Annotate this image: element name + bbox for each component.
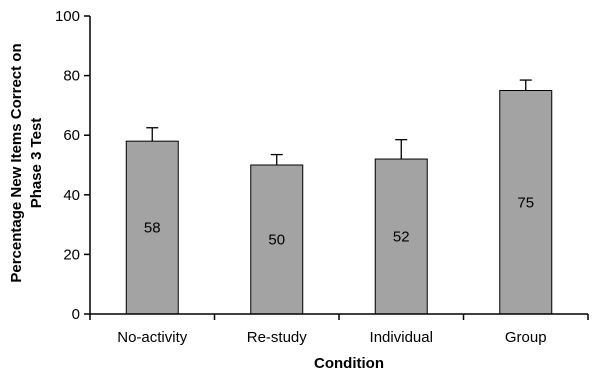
x-category-label: No-activity xyxy=(117,329,188,346)
x-category-label: Individual xyxy=(370,329,433,346)
bar-group: 50 xyxy=(250,153,304,315)
x-category-label: Re-study xyxy=(247,329,308,346)
y-tick-label: 20 xyxy=(63,246,80,263)
y-tick-label: 60 xyxy=(63,127,80,144)
y-axis-title-line-2: Phase 3 Test xyxy=(28,118,45,209)
y-tick-label: 80 xyxy=(63,68,80,85)
x-axis-ticks: No-activity Re-study Individual Group xyxy=(89,314,589,346)
bar-value-label: 52 xyxy=(393,229,410,246)
bar xyxy=(250,164,304,315)
y-tick-label: 100 xyxy=(55,8,80,25)
y-axis-ticks: 0 20 40 60 80 100 xyxy=(55,8,90,323)
bar-group: 58 xyxy=(125,127,179,315)
bar-group: 75 xyxy=(499,79,553,315)
bar-value-label: 50 xyxy=(268,232,285,249)
bar-value-label: 58 xyxy=(144,220,161,237)
y-tick-label: 0 xyxy=(72,306,80,323)
y-tick-label: 40 xyxy=(63,187,80,204)
x-axis-title: Condition xyxy=(314,355,384,372)
bar-group: 52 xyxy=(374,139,428,315)
y-axis-title: Percentage New Items Correct on Phase 3 … xyxy=(8,43,45,282)
bar-value-label: 75 xyxy=(517,194,534,211)
y-axis-title-line-1: Percentage New Items Correct on xyxy=(8,43,25,282)
x-category-label: Group xyxy=(505,329,547,346)
bars: 58 50 52 75 xyxy=(125,79,553,315)
